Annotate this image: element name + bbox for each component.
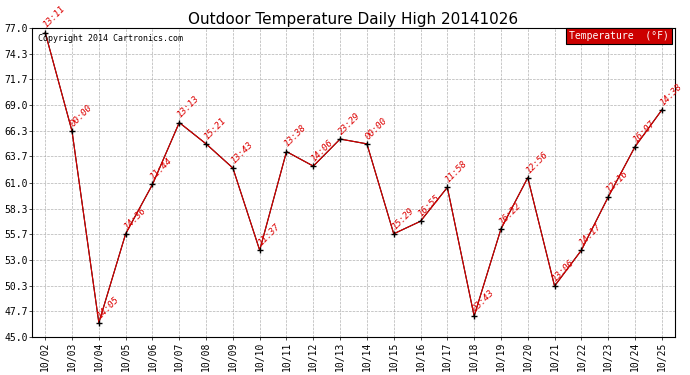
Text: 11:44: 11:44 (149, 156, 175, 182)
Text: 13:06: 13:06 (551, 258, 576, 283)
Text: 11:58: 11:58 (444, 159, 469, 184)
Text: 13:11: 13:11 (41, 4, 67, 30)
Text: 12:56: 12:56 (524, 150, 549, 175)
Text: 15:21: 15:21 (202, 116, 228, 141)
Text: 16:07: 16:07 (631, 118, 657, 144)
Text: 12:16: 12:16 (604, 169, 630, 194)
Text: 14:17: 14:17 (578, 222, 603, 248)
Text: 11:37: 11:37 (256, 222, 282, 248)
Text: 14:38: 14:38 (658, 82, 684, 107)
Text: 03:43: 03:43 (471, 288, 496, 313)
Text: 15:29: 15:29 (390, 206, 415, 231)
Text: 13:43: 13:43 (229, 140, 255, 165)
Text: 00:00: 00:00 (364, 116, 388, 141)
Text: 14:05: 14:05 (95, 295, 121, 320)
Text: 16:55: 16:55 (417, 193, 442, 219)
Title: Outdoor Temperature Daily High 20141026: Outdoor Temperature Daily High 20141026 (188, 12, 519, 27)
Text: 16:22: 16:22 (497, 201, 523, 226)
Text: 00:00: 00:00 (68, 103, 94, 129)
Text: 13:38: 13:38 (283, 123, 308, 149)
Text: Copyright 2014 Cartronics.com: Copyright 2014 Cartronics.com (38, 34, 184, 43)
Text: Temperature  (°F): Temperature (°F) (569, 31, 669, 41)
Text: 13:13: 13:13 (176, 94, 201, 120)
Text: 14:36: 14:36 (122, 206, 148, 231)
Text: 14:06: 14:06 (310, 138, 335, 164)
Text: 23:29: 23:29 (337, 111, 362, 136)
